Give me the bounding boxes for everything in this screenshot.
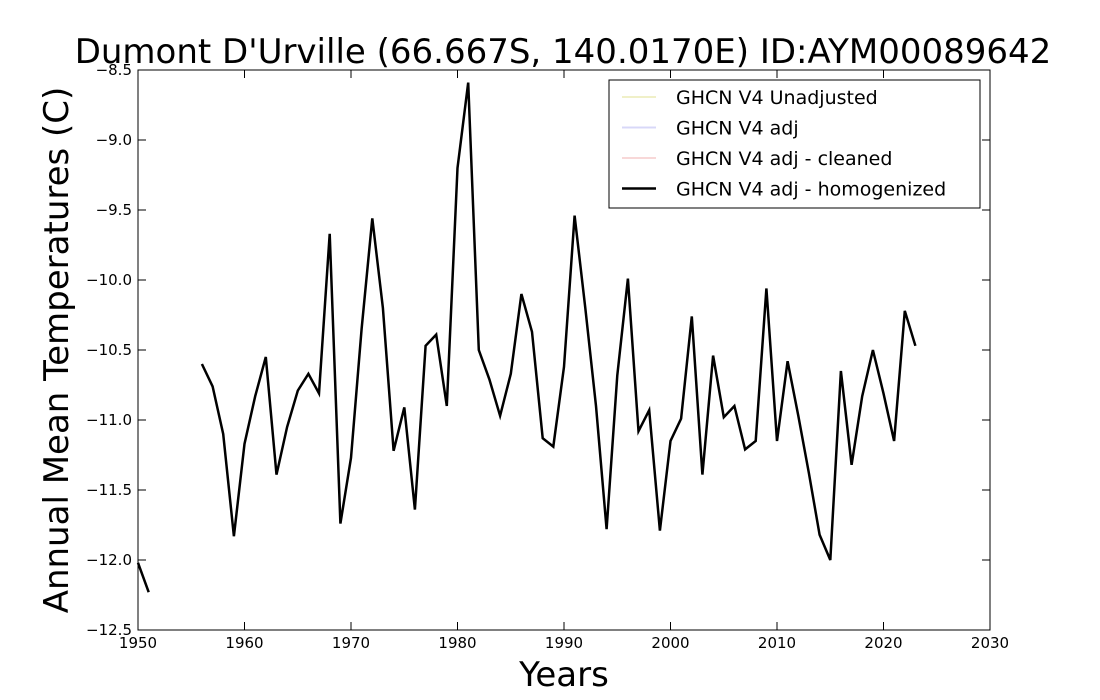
legend-box (608, 79, 981, 209)
y-tick-label: −8.5 (96, 61, 132, 79)
x-tick-label: 2000 (651, 634, 689, 652)
y-tick-label: −12.5 (86, 621, 132, 639)
legend-label: GHCN V4 Unadjusted (676, 87, 878, 109)
y-axis-label: Annual Mean Temperatures (C) (37, 87, 77, 614)
y-tick-label: −12.0 (86, 551, 132, 569)
legend-label: GHCN V4 adj - homogenized (676, 179, 946, 201)
x-tick-label: 1950 (119, 634, 157, 652)
x-axis-label: Years (518, 655, 609, 695)
chart-title: Dumont D'Urville (66.667S, 140.0170E) ID… (75, 32, 1052, 72)
legend: GHCN V4 Unadjusted GHCN V4 adj GHCN V4 adj… (608, 79, 981, 209)
y-tick-label: −11.5 (86, 481, 132, 499)
y-tick-label: −11.0 (86, 411, 132, 429)
x-tick-label: 2020 (864, 634, 902, 652)
x-tick-label: 1980 (438, 634, 476, 652)
series-line (136, 562, 150, 593)
y-tick-label: −10.5 (86, 341, 132, 359)
legend-label: GHCN V4 adj - cleaned (676, 148, 892, 170)
y-tick-label: −9.5 (96, 201, 132, 219)
series-line (200, 82, 917, 561)
x-tick-label: 2030 (971, 634, 1009, 652)
x-tick-label: 1970 (332, 634, 370, 652)
x-tick-label: 2010 (758, 634, 796, 652)
y-tick-label: −10.0 (86, 271, 132, 289)
x-axis: 1950 1960 1970 1980 1990 2000 2010 2020 2030 (119, 70, 1009, 652)
legend-label: GHCN V4 adj (676, 118, 799, 140)
y-tick-label: −9.0 (96, 131, 132, 149)
series-layer (136, 82, 917, 593)
plot-frame (137, 69, 991, 631)
y-axis: −8.5 −9.0 −9.5 −10.0 −10.5 −11.0 −11.5 −12.0 −12… (86, 61, 990, 639)
x-tick-label: 1960 (225, 634, 263, 652)
x-tick-label: 1990 (545, 634, 583, 652)
